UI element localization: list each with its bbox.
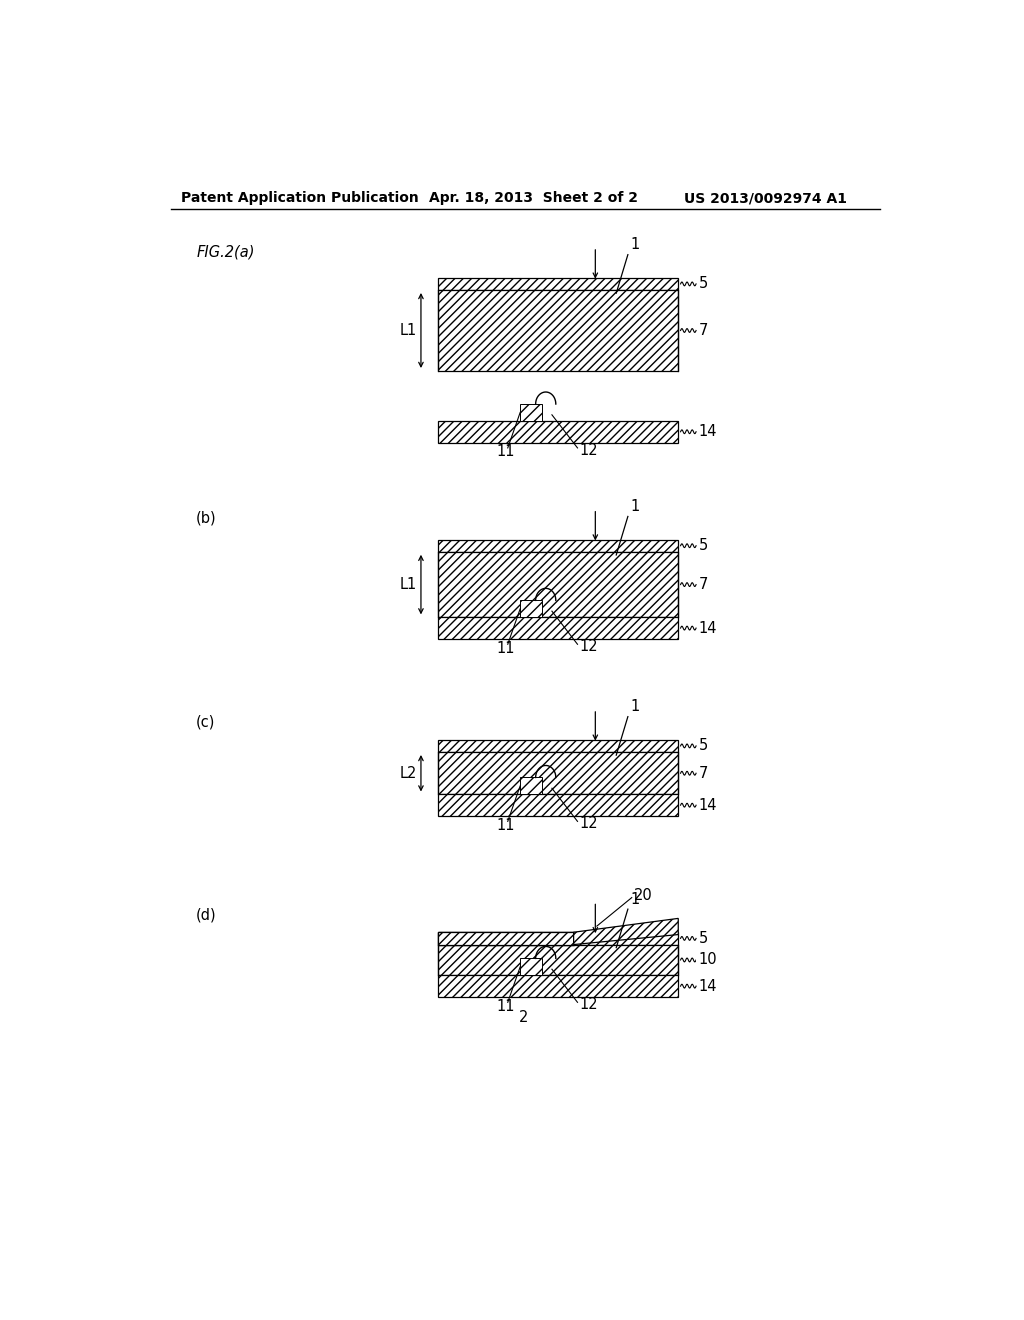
Bar	[438, 945, 678, 975]
Text: FIG.2(a): FIG.2(a)	[197, 244, 255, 260]
Text: 11: 11	[497, 999, 515, 1014]
Text: 5: 5	[698, 539, 708, 553]
Bar	[438, 739, 678, 752]
Text: 1: 1	[630, 700, 639, 714]
Text: 14: 14	[698, 620, 717, 636]
Text: Apr. 18, 2013  Sheet 2 of 2: Apr. 18, 2013 Sheet 2 of 2	[429, 191, 638, 206]
Text: 11: 11	[497, 817, 515, 833]
Text: L2: L2	[399, 766, 417, 780]
Text: 7: 7	[698, 766, 708, 780]
Text: L1: L1	[399, 323, 417, 338]
Bar	[438, 932, 573, 945]
Text: 14: 14	[698, 797, 717, 813]
Bar	[520, 404, 542, 421]
Text: 7: 7	[698, 953, 708, 968]
Text: 12: 12	[580, 997, 598, 1012]
Bar	[520, 958, 542, 975]
Bar	[438, 277, 678, 290]
Text: 5: 5	[698, 276, 708, 292]
Text: 1: 1	[630, 499, 639, 513]
Text: Patent Application Publication: Patent Application Publication	[180, 191, 419, 206]
Bar	[438, 540, 678, 552]
Bar	[438, 932, 678, 945]
Bar	[520, 777, 542, 795]
Text: (b): (b)	[197, 511, 217, 525]
Text: (c): (c)	[197, 714, 216, 730]
Text: L1: L1	[399, 577, 417, 593]
Text: 1: 1	[630, 238, 639, 252]
Text: 7: 7	[698, 323, 708, 338]
Text: 12: 12	[580, 639, 598, 655]
Text: US 2013/0092974 A1: US 2013/0092974 A1	[684, 191, 848, 206]
Bar	[520, 601, 542, 618]
Text: 11: 11	[497, 445, 515, 459]
Text: 5: 5	[698, 738, 708, 754]
Text: 5: 5	[698, 931, 708, 946]
Bar	[438, 795, 678, 816]
Text: 2: 2	[518, 1010, 528, 1026]
Text: 11: 11	[497, 640, 515, 656]
Bar	[438, 290, 678, 371]
Bar	[438, 618, 678, 639]
Bar	[438, 552, 678, 618]
Bar	[438, 421, 678, 442]
Bar	[438, 932, 573, 945]
Text: (d): (d)	[197, 907, 217, 923]
Text: 12: 12	[580, 442, 598, 458]
Text: 14: 14	[698, 978, 717, 994]
Text: 10: 10	[698, 953, 717, 968]
Text: 7: 7	[698, 577, 708, 593]
Polygon shape	[573, 919, 678, 945]
Bar	[438, 975, 678, 997]
Text: 12: 12	[580, 816, 598, 832]
Text: 20: 20	[634, 888, 653, 903]
Text: 14: 14	[698, 424, 717, 440]
Bar	[438, 752, 678, 795]
Text: 1: 1	[630, 891, 639, 907]
